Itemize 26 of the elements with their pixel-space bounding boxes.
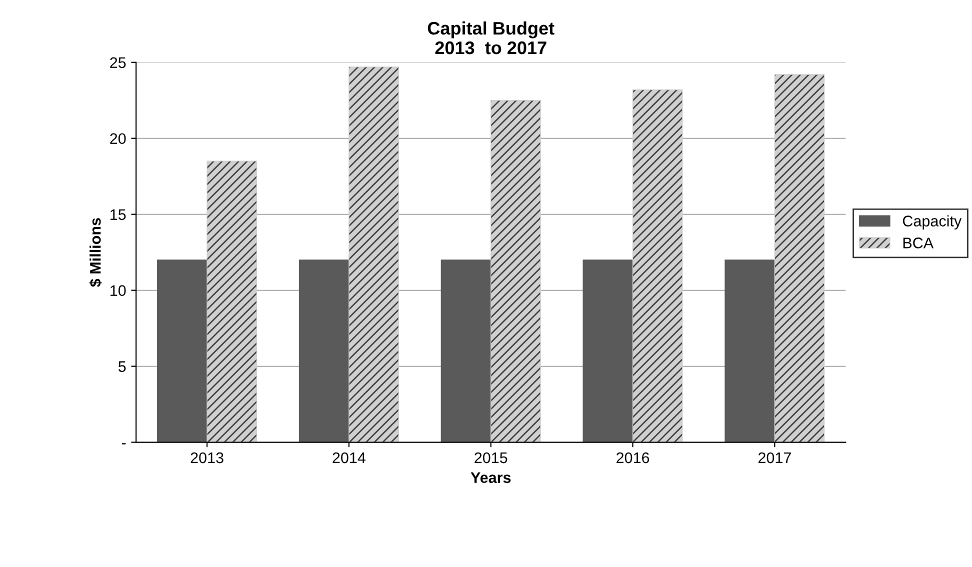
bar: [724, 260, 776, 442]
bar: [774, 74, 825, 442]
y-tick-label: 20: [110, 133, 126, 144]
bar: [206, 160, 258, 442]
legend-label: BCA: [903, 238, 934, 248]
x-tick-label: 2013: [190, 452, 224, 464]
bar: [157, 260, 208, 442]
bar: [582, 260, 634, 442]
y-tick-label: 10: [110, 285, 126, 296]
bar: [348, 66, 399, 442]
y-tick-label: 15: [110, 209, 126, 220]
y-tick-label: -: [122, 443, 126, 444]
bar: [440, 260, 492, 442]
y-tick-label: 25: [110, 57, 126, 68]
chart-title: Capital Budget 2013 to 2017: [428, 21, 554, 54]
bar: [298, 260, 350, 442]
y-axis-title: $ Millions: [89, 218, 102, 287]
bar: [632, 89, 683, 442]
x-tick-label: 2016: [616, 452, 650, 464]
x-axis-title: Years: [470, 472, 511, 483]
legend-label: Capacity: [902, 215, 962, 230]
x-tick-label: 2014: [332, 452, 366, 464]
x-tick-label: 2017: [758, 452, 791, 464]
x-tick-label: 2015: [474, 452, 508, 464]
bar: [490, 100, 541, 442]
y-tick-label: 5: [118, 361, 126, 372]
